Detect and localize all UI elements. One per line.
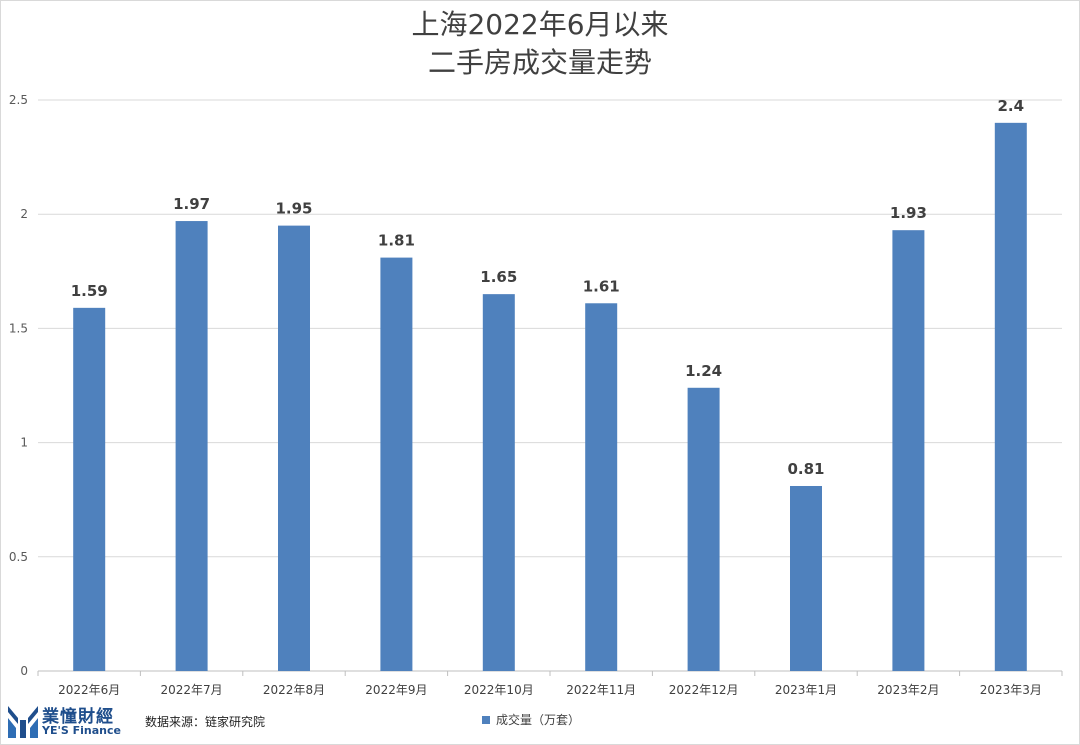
x-tick-label: 2022年8月	[263, 683, 325, 697]
data-label: 1.97	[173, 195, 210, 213]
yes-finance-logo-icon	[8, 706, 38, 738]
data-source-note: 数据来源：链家研究院	[145, 715, 266, 729]
legend-swatch	[482, 715, 490, 724]
data-label: 1.61	[583, 277, 620, 295]
bar	[892, 230, 925, 672]
y-tick-label: 2	[20, 207, 28, 221]
data-label: 0.81	[787, 460, 824, 478]
x-tick-label: 2022年9月	[365, 683, 427, 697]
y-tick-label: 0	[20, 664, 28, 678]
bar	[994, 122, 1027, 672]
bar	[790, 485, 822, 671]
publisher-logo: 業憧財經 YE'S Finance	[4, 702, 130, 742]
x-tick-label: 2022年6月	[58, 683, 120, 697]
y-tick-label: 0.5	[9, 550, 28, 564]
bar	[585, 303, 618, 671]
data-label: 1.95	[275, 200, 312, 218]
x-tick-label: 2022年11月	[566, 683, 636, 697]
chart-title-line2: 二手房成交量走势	[427, 46, 652, 79]
x-tick-label: 2022年12月	[669, 683, 739, 697]
x-tick-label: 2023年1月	[775, 683, 837, 697]
x-tick-label: 2023年3月	[980, 683, 1042, 697]
y-tick-label: 2.5	[9, 93, 28, 107]
data-label: 1.24	[685, 362, 722, 380]
bar	[482, 294, 515, 671]
logo-chinese-text: 業憧財經	[42, 707, 114, 727]
y-tick-label: 1	[20, 436, 28, 450]
bar	[380, 257, 413, 671]
legend-label: 成交量（万套）	[496, 713, 581, 727]
data-label: 1.59	[71, 282, 108, 300]
chart-title-line1: 上海2022年6月以来	[411, 8, 669, 41]
x-tick-label: 2023年2月	[877, 683, 939, 697]
bar	[278, 225, 310, 671]
logo-english-text: YE'S Finance	[42, 724, 121, 737]
data-label: 1.93	[890, 204, 927, 222]
bar	[687, 387, 720, 671]
bar	[73, 307, 106, 671]
x-tick-label: 2022年7月	[161, 683, 223, 697]
bar	[175, 221, 208, 671]
data-label: 1.81	[378, 232, 415, 250]
y-tick-label: 1.5	[9, 321, 28, 335]
x-tick-label: 2022年10月	[464, 683, 534, 697]
chart-legend: 成交量（万套）	[482, 711, 580, 728]
data-label: 2.4	[998, 97, 1025, 115]
data-label: 1.65	[480, 268, 517, 286]
